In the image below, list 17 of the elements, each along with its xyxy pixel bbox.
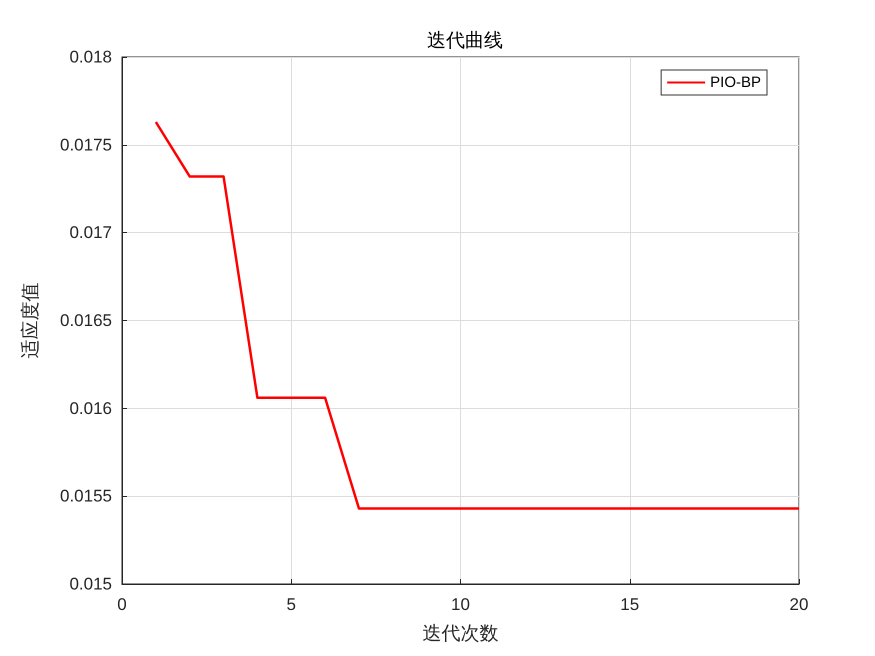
- y-tick-label: 0.017: [69, 223, 112, 242]
- x-tick-label: 0: [117, 595, 127, 614]
- x-tick-label: 5: [286, 595, 296, 614]
- y-tick-label: 0.0155: [60, 486, 112, 506]
- line-series: [154, 120, 800, 510]
- y-tick-label: 0.016: [69, 398, 112, 418]
- x-tick-label: 10: [451, 595, 470, 614]
- y-tick-label: 0.018: [69, 48, 112, 66]
- y-tick-label: 0.015: [69, 574, 112, 594]
- x-tick-label: 20: [790, 595, 808, 614]
- y-axis-title: 适应度值: [20, 282, 42, 358]
- legend-label: PIO-BP: [710, 74, 762, 91]
- x-axis-title: 迭代次数: [422, 622, 498, 644]
- chart-title: 迭代曲线: [427, 30, 503, 52]
- y-tick-label: 0.0165: [60, 311, 112, 330]
- x-tick-label: 15: [620, 595, 640, 614]
- y-tick-label: 0.0175: [60, 135, 112, 154]
